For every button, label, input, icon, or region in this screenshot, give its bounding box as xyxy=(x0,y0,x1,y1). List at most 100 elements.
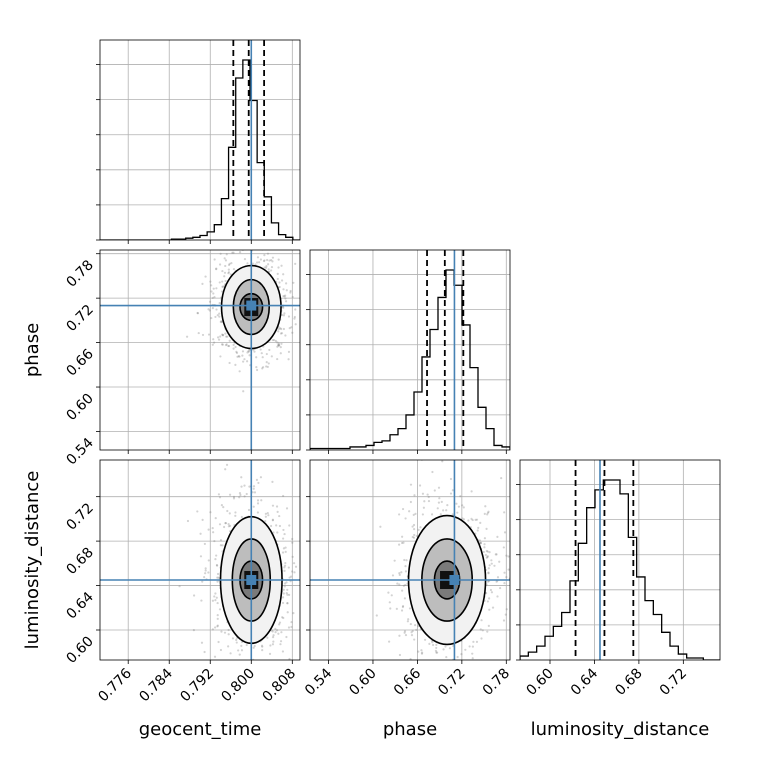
scatter-point xyxy=(214,592,217,595)
scatter-point xyxy=(284,550,287,553)
scatter-point xyxy=(199,555,203,558)
scatter-point xyxy=(408,510,411,513)
scatter-point xyxy=(423,638,427,641)
scatter-point xyxy=(252,485,256,488)
scatter-point xyxy=(292,281,295,284)
scatter-point xyxy=(280,264,283,267)
scatter-point xyxy=(213,539,216,543)
scatter-point xyxy=(270,269,273,272)
scatter-point xyxy=(204,569,207,572)
scatter-point xyxy=(433,489,436,492)
scatter-point xyxy=(498,560,501,563)
scatter-point xyxy=(496,595,499,598)
scatter-point xyxy=(196,510,199,513)
scatter-point xyxy=(265,365,268,368)
scatter-point xyxy=(212,531,215,534)
scatter-point xyxy=(442,509,445,512)
scatter-point xyxy=(375,614,378,617)
scatter-point xyxy=(240,644,243,647)
scatter-point xyxy=(284,334,287,337)
scatter-point xyxy=(457,505,461,508)
scatter-point xyxy=(261,645,264,648)
scatter-point xyxy=(280,342,283,345)
scatter-point xyxy=(218,523,222,526)
scatter-point xyxy=(272,634,275,637)
scatter-point xyxy=(421,513,424,516)
scatter-point xyxy=(282,537,285,540)
scatter-point xyxy=(264,515,267,518)
scatter-point xyxy=(476,529,479,532)
scatter-point xyxy=(415,628,418,631)
scatter-point xyxy=(277,343,280,346)
scatter-point xyxy=(247,350,250,353)
scatter-point xyxy=(291,555,294,558)
scatter-point xyxy=(282,306,285,309)
scatter-point xyxy=(477,526,480,529)
scatter-point xyxy=(388,601,391,604)
scatter-point xyxy=(475,640,479,643)
scatter-point xyxy=(207,308,210,311)
scatter-point xyxy=(413,533,416,537)
scatter-point xyxy=(216,614,219,617)
scatter-point xyxy=(282,528,285,532)
truth-marker xyxy=(449,575,460,585)
scatter-point xyxy=(401,507,405,511)
scatter-point xyxy=(252,348,255,351)
panel-frame-1-1 xyxy=(309,249,511,451)
scatter-point xyxy=(211,306,214,310)
x-axis-label-luminosity-distance: luminosity_distance xyxy=(531,719,710,740)
scatter-point xyxy=(213,341,216,344)
scatter-point xyxy=(218,312,221,315)
scatter-point xyxy=(286,602,289,605)
scatter-point xyxy=(277,327,281,331)
scatter-point xyxy=(247,508,251,512)
scatter-point xyxy=(483,543,486,546)
scatter-point xyxy=(287,566,290,569)
scatter-point xyxy=(269,644,272,647)
scatter-point xyxy=(438,497,441,500)
scatter-point xyxy=(243,358,246,361)
scatter-point xyxy=(446,504,449,507)
scatter-point xyxy=(409,500,412,504)
scatter-point xyxy=(216,601,219,605)
scatter-point xyxy=(267,514,270,517)
scatter-point xyxy=(276,357,279,361)
scatter-point xyxy=(219,320,222,323)
scatter-point xyxy=(455,502,458,505)
scatter-point xyxy=(272,531,275,534)
scatter-point xyxy=(271,519,274,522)
scatter-point xyxy=(486,513,489,516)
scatter-point xyxy=(212,338,215,341)
scatter-point xyxy=(279,327,282,330)
scatter-point xyxy=(284,297,287,300)
scatter-point xyxy=(196,311,199,315)
scatter-point xyxy=(209,280,212,283)
scatter-point xyxy=(226,335,229,338)
scatter-point xyxy=(222,525,226,529)
scatter-point xyxy=(235,351,239,354)
scatter-point xyxy=(270,259,273,262)
scatter-point xyxy=(203,542,206,546)
scatter-point xyxy=(248,348,251,352)
scatter-point xyxy=(417,650,420,653)
scatter-point xyxy=(274,631,277,634)
scatter-point xyxy=(211,599,215,602)
scatter-point xyxy=(211,343,214,346)
scatter-point xyxy=(289,289,292,293)
scatter-point xyxy=(419,526,422,529)
scatter-point xyxy=(448,647,451,650)
scatter-point xyxy=(261,648,264,652)
scatter-point xyxy=(259,258,263,261)
scatter-point xyxy=(436,507,439,510)
scatter-point xyxy=(265,361,268,364)
scatter-point xyxy=(215,308,218,311)
scatter-point xyxy=(283,569,286,572)
scatter-point xyxy=(449,492,453,495)
scatter-point xyxy=(274,627,277,630)
scatter-point xyxy=(400,571,403,574)
scatter-point xyxy=(220,290,224,293)
scatter-point xyxy=(219,544,222,547)
scatter-point xyxy=(267,362,270,365)
